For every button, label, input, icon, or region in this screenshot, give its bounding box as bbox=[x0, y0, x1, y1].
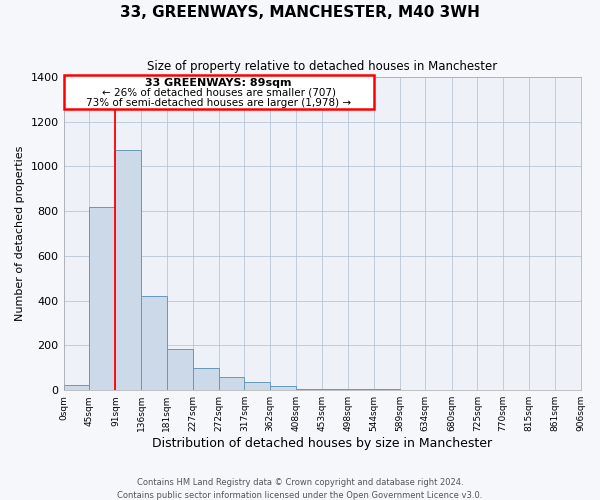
Bar bbox=[270, 386, 296, 390]
X-axis label: Distribution of detached houses by size in Manchester: Distribution of detached houses by size … bbox=[152, 437, 492, 450]
Bar bbox=[322, 389, 347, 390]
Bar bbox=[219, 377, 244, 390]
Bar bbox=[296, 389, 322, 390]
Text: ← 26% of detached houses are smaller (707): ← 26% of detached houses are smaller (70… bbox=[102, 88, 336, 98]
Text: 73% of semi-detached houses are larger (1,978) →: 73% of semi-detached houses are larger (… bbox=[86, 98, 352, 108]
Bar bbox=[89, 206, 115, 390]
Bar bbox=[115, 150, 141, 390]
Bar bbox=[167, 350, 193, 390]
Bar bbox=[64, 384, 89, 390]
Bar bbox=[347, 389, 374, 390]
FancyBboxPatch shape bbox=[64, 74, 374, 110]
Bar bbox=[141, 296, 167, 390]
Bar bbox=[374, 389, 400, 390]
Text: 33, GREENWAYS, MANCHESTER, M40 3WH: 33, GREENWAYS, MANCHESTER, M40 3WH bbox=[120, 5, 480, 20]
Bar bbox=[193, 368, 219, 390]
Title: Size of property relative to detached houses in Manchester: Size of property relative to detached ho… bbox=[147, 60, 497, 73]
Bar bbox=[244, 382, 270, 390]
Text: Contains HM Land Registry data © Crown copyright and database right 2024.
Contai: Contains HM Land Registry data © Crown c… bbox=[118, 478, 482, 500]
Y-axis label: Number of detached properties: Number of detached properties bbox=[15, 146, 25, 322]
Text: 33 GREENWAYS: 89sqm: 33 GREENWAYS: 89sqm bbox=[145, 78, 292, 88]
